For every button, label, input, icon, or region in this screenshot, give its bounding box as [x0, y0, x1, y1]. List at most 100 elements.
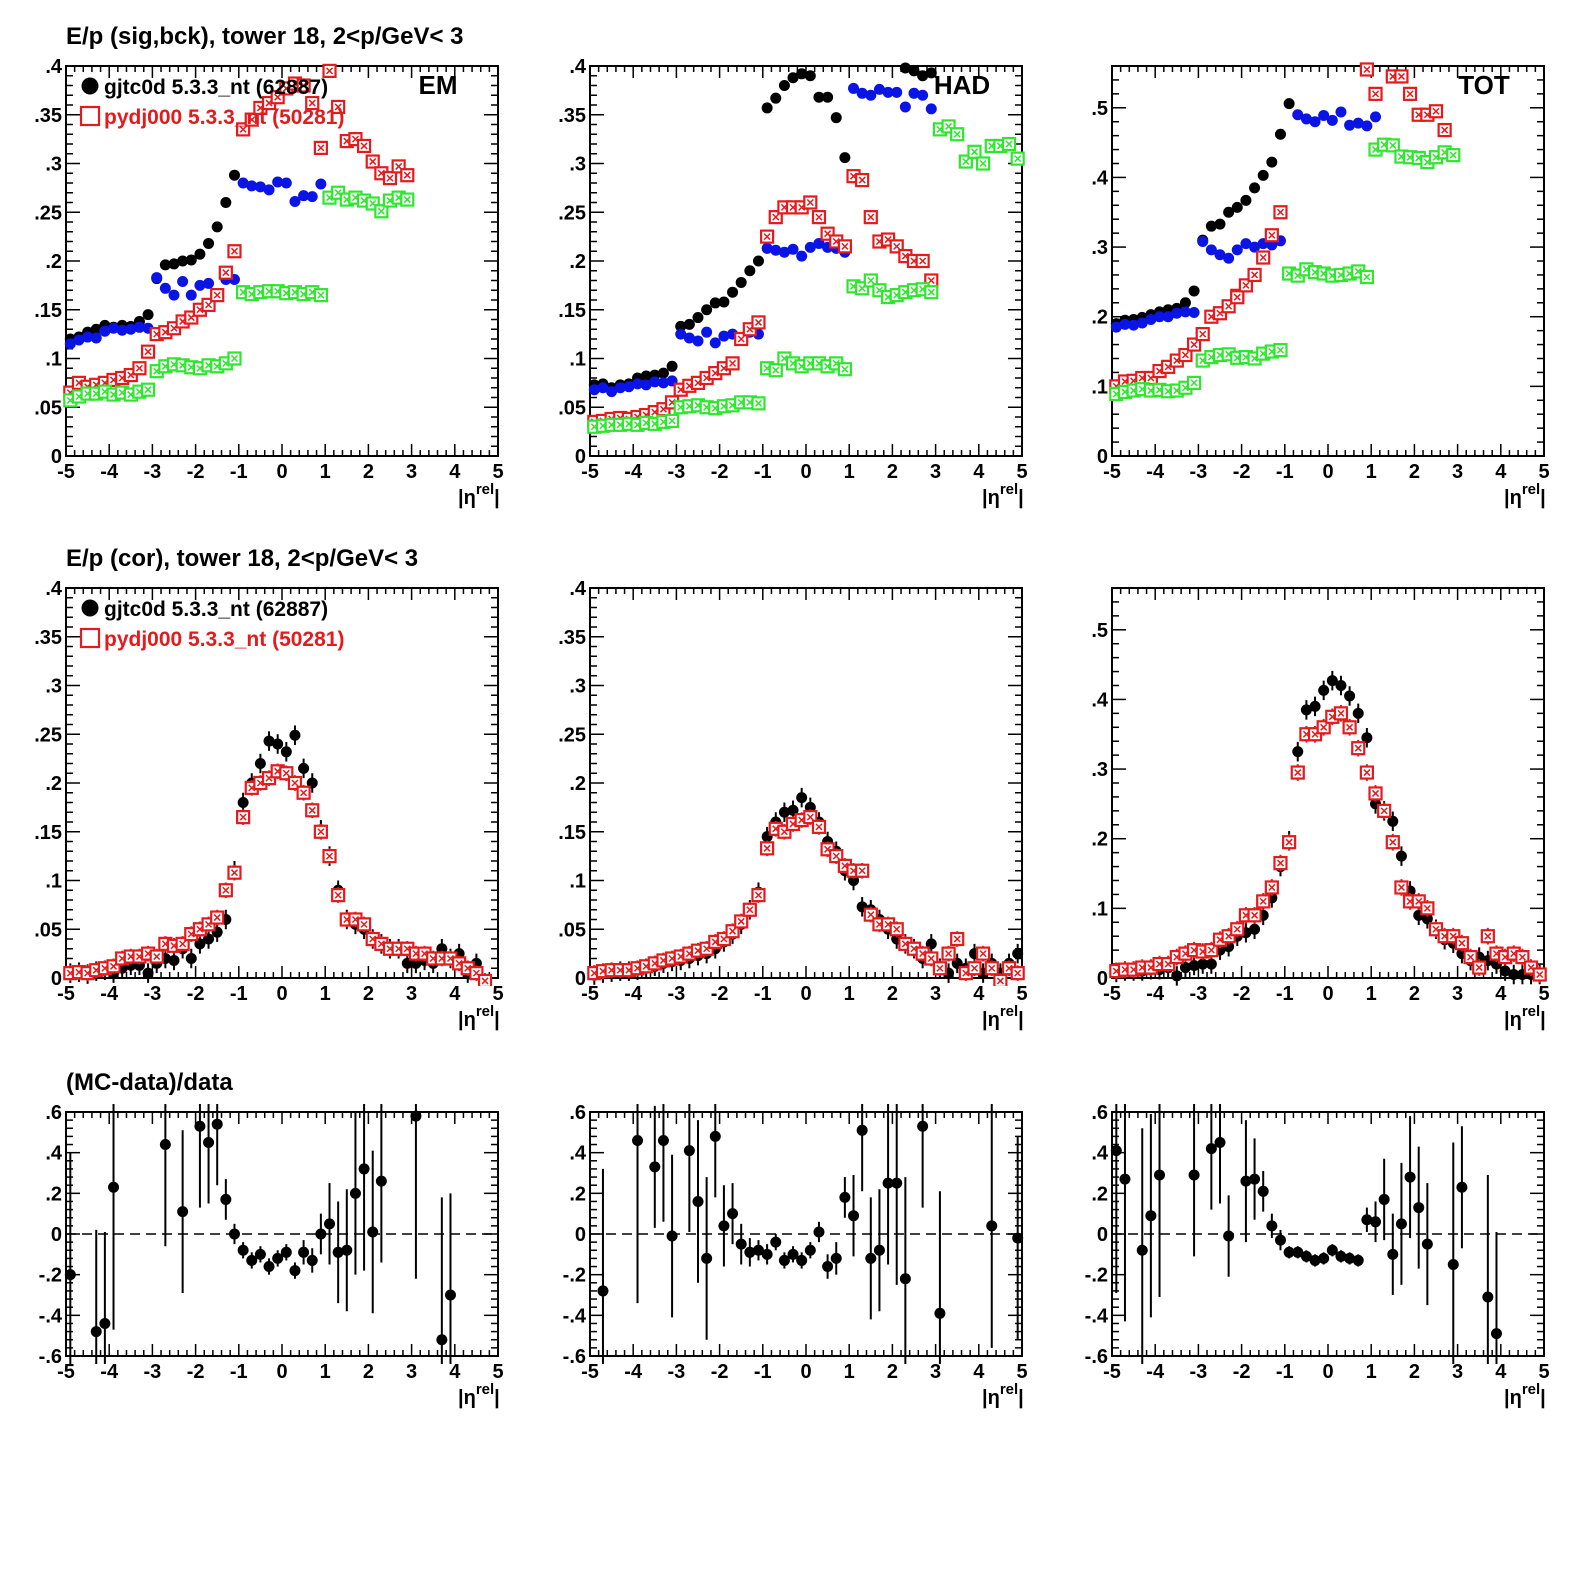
mc-point-cross — [1337, 709, 1345, 717]
mc-point-cross — [996, 977, 1004, 985]
data-background-point — [159, 282, 171, 294]
series-layer — [587, 787, 1025, 986]
ratio-point — [254, 1248, 266, 1260]
ratio-point — [735, 1238, 747, 1250]
y-tick-label: .05 — [34, 397, 62, 419]
data-point — [1223, 206, 1235, 218]
ratio-point — [1490, 1328, 1502, 1340]
x-tick-label: 0 — [1322, 983, 1333, 1005]
y-tick-label: .2 — [1091, 829, 1108, 851]
y-tick-label: .4 — [45, 56, 63, 78]
ratio-point — [1214, 1137, 1226, 1148]
x-tick-label: -1 — [1276, 983, 1294, 1005]
mc-point-cross — [893, 242, 901, 250]
mc-point-cross — [1181, 351, 1189, 359]
x-tick-label: -1 — [230, 983, 248, 1005]
data-point — [142, 967, 154, 979]
ratio-point — [1266, 1220, 1278, 1232]
ratio-point — [1154, 1169, 1166, 1181]
mc-point-cross — [945, 950, 953, 958]
mc-point-cross — [1397, 883, 1405, 891]
mc-point-cross — [1475, 964, 1483, 972]
mc-point-cross — [1276, 346, 1285, 354]
data-background-point — [1300, 113, 1312, 125]
ratio-point — [1335, 1250, 1347, 1262]
ratio-point — [657, 1134, 669, 1146]
data-background-point — [614, 382, 626, 394]
x-tick-label: -5 — [57, 461, 75, 483]
data-point — [289, 729, 301, 741]
x-tick-label: -5 — [581, 1361, 599, 1383]
data-background-point — [1326, 114, 1338, 126]
mc-point-cross — [205, 301, 213, 309]
data-background-point — [873, 83, 885, 95]
x-tick-label: 5 — [1016, 1361, 1027, 1383]
data-point — [752, 255, 764, 267]
data-point — [778, 806, 790, 818]
ratio-point — [856, 1124, 868, 1136]
data-point — [254, 758, 266, 769]
ratio-point — [1012, 1232, 1024, 1244]
x-tick-label: -4 — [100, 1361, 119, 1383]
y-tick-label: .4 — [569, 56, 587, 78]
y-tick-label: .15 — [34, 822, 62, 844]
ratio-point — [1274, 1234, 1286, 1246]
ratio-point — [1456, 1181, 1468, 1193]
data-background-point — [649, 376, 661, 388]
ratio-point — [1326, 1244, 1338, 1256]
mc-point-cross — [1259, 897, 1267, 905]
ratio-point — [709, 1130, 721, 1142]
data-point — [683, 318, 695, 330]
data-background-point — [908, 87, 920, 99]
data-background-point — [787, 243, 799, 255]
mc-point-cross — [1363, 273, 1371, 281]
y-tick-label: .2 — [569, 773, 586, 795]
data-background-point — [272, 176, 284, 188]
ratio-point — [203, 1137, 215, 1148]
x-tick-label: -1 — [230, 1361, 248, 1383]
x-tick-label: 1 — [1366, 1361, 1377, 1383]
x-tick-label: 1 — [844, 461, 855, 483]
data-background-point — [778, 246, 790, 258]
data-background-point — [675, 328, 687, 340]
mc-point-cross — [806, 813, 814, 821]
y-tick-label: 0 — [575, 1224, 586, 1246]
mc-point-cross — [317, 291, 325, 299]
x-tick-label: -5 — [581, 983, 599, 1005]
ratio-point — [1370, 1216, 1382, 1228]
x-tick-label: 4 — [973, 461, 985, 483]
mc-point-cross — [1449, 151, 1457, 159]
x-tick-label: -2 — [187, 461, 205, 483]
data-background-point — [1145, 314, 1157, 325]
ratio-point — [1257, 1185, 1269, 1197]
y-tick-label: .6 — [1091, 1102, 1108, 1124]
data-background-point — [1223, 252, 1235, 264]
x-tick-label: -2 — [1233, 1361, 1251, 1383]
ratio-point — [727, 1208, 739, 1220]
mc-point-cross — [1467, 953, 1475, 961]
data-background-point — [632, 378, 644, 390]
mc-point-cross — [1199, 330, 1207, 338]
x-axis-label: |ηrel| — [1504, 1003, 1546, 1031]
data-point — [1171, 970, 1183, 982]
data-point — [796, 68, 808, 80]
mc-point-cross — [1363, 65, 1371, 74]
mc-point-cross — [729, 359, 737, 367]
mc-point-cross — [1242, 281, 1250, 289]
legend: gjtc0d 5.3.3_nt (62887) pydj000 5.3.3_nt … — [79, 598, 344, 651]
ratio-point — [289, 1265, 301, 1277]
mc-point-cross — [282, 769, 290, 777]
y-tick-label: .4 — [45, 1143, 63, 1165]
ratio-point — [917, 1120, 929, 1132]
y-tick-label: -.6 — [1085, 1346, 1108, 1368]
data-background-point — [1154, 311, 1166, 323]
x-tick-label: 3 — [1452, 983, 1463, 1005]
data-background-point — [1214, 249, 1226, 261]
x-axis-label: |ηrel| — [982, 481, 1024, 509]
data-point — [142, 309, 154, 321]
x-tick-label: 0 — [1322, 461, 1333, 483]
data-point — [908, 65, 920, 77]
data-point — [1274, 128, 1286, 140]
legend-marker-mc — [79, 627, 101, 649]
data-background-point — [882, 86, 894, 98]
